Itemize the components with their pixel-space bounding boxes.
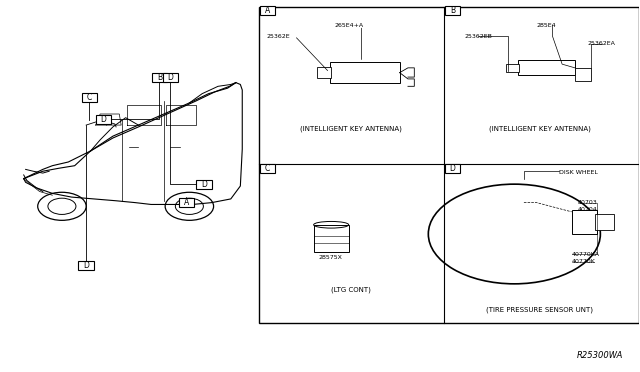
Bar xyxy=(152,73,167,81)
Bar xyxy=(259,7,639,323)
Text: C: C xyxy=(265,164,270,173)
Text: D: D xyxy=(167,73,173,81)
Bar xyxy=(518,61,575,75)
Text: 265E4+A: 265E4+A xyxy=(334,23,364,28)
Bar xyxy=(595,214,614,230)
Bar xyxy=(445,6,460,15)
Bar xyxy=(314,225,349,253)
Text: D: D xyxy=(450,164,456,173)
Bar xyxy=(506,64,519,72)
Bar xyxy=(445,164,460,173)
Bar xyxy=(575,68,591,81)
Bar xyxy=(163,73,178,81)
Text: B: B xyxy=(450,6,455,15)
Text: 40770K: 40770K xyxy=(572,259,596,264)
Bar xyxy=(196,180,212,189)
Text: (INTELLIGENT KEY ANTENNA): (INTELLIGENT KEY ANTENNA) xyxy=(300,125,401,132)
Text: DISK WHEEL: DISK WHEEL xyxy=(559,170,598,175)
Bar xyxy=(572,210,597,234)
Text: 28575X: 28575X xyxy=(319,256,343,260)
Text: D: D xyxy=(100,115,106,124)
Text: R25300WA: R25300WA xyxy=(576,351,623,360)
Text: D: D xyxy=(201,180,207,189)
Bar xyxy=(317,67,331,78)
Bar xyxy=(260,164,275,173)
Text: A: A xyxy=(265,6,270,15)
Text: 25362E: 25362E xyxy=(267,34,291,39)
Text: 25362EB: 25362EB xyxy=(464,34,492,39)
Text: A: A xyxy=(184,198,189,207)
Text: (LTG CONT): (LTG CONT) xyxy=(331,286,371,293)
Text: (INTELLIGENT KEY ANTENNA): (INTELLIGENT KEY ANTENNA) xyxy=(489,125,591,132)
Text: 285E4: 285E4 xyxy=(536,23,556,28)
Text: 40704: 40704 xyxy=(578,208,598,212)
Text: D: D xyxy=(83,261,89,270)
Bar xyxy=(330,62,399,83)
Text: (TIRE PRESSURE SENSOR UNT): (TIRE PRESSURE SENSOR UNT) xyxy=(486,307,593,313)
Text: 25362EA: 25362EA xyxy=(588,41,616,46)
Text: 40703: 40703 xyxy=(578,200,598,205)
Bar xyxy=(260,6,275,15)
Text: B: B xyxy=(157,73,162,81)
Text: C: C xyxy=(86,93,92,102)
Bar xyxy=(179,198,194,207)
Bar xyxy=(96,115,111,124)
Bar xyxy=(79,261,94,270)
Bar xyxy=(82,93,97,102)
Text: 40770KA: 40770KA xyxy=(572,252,600,257)
